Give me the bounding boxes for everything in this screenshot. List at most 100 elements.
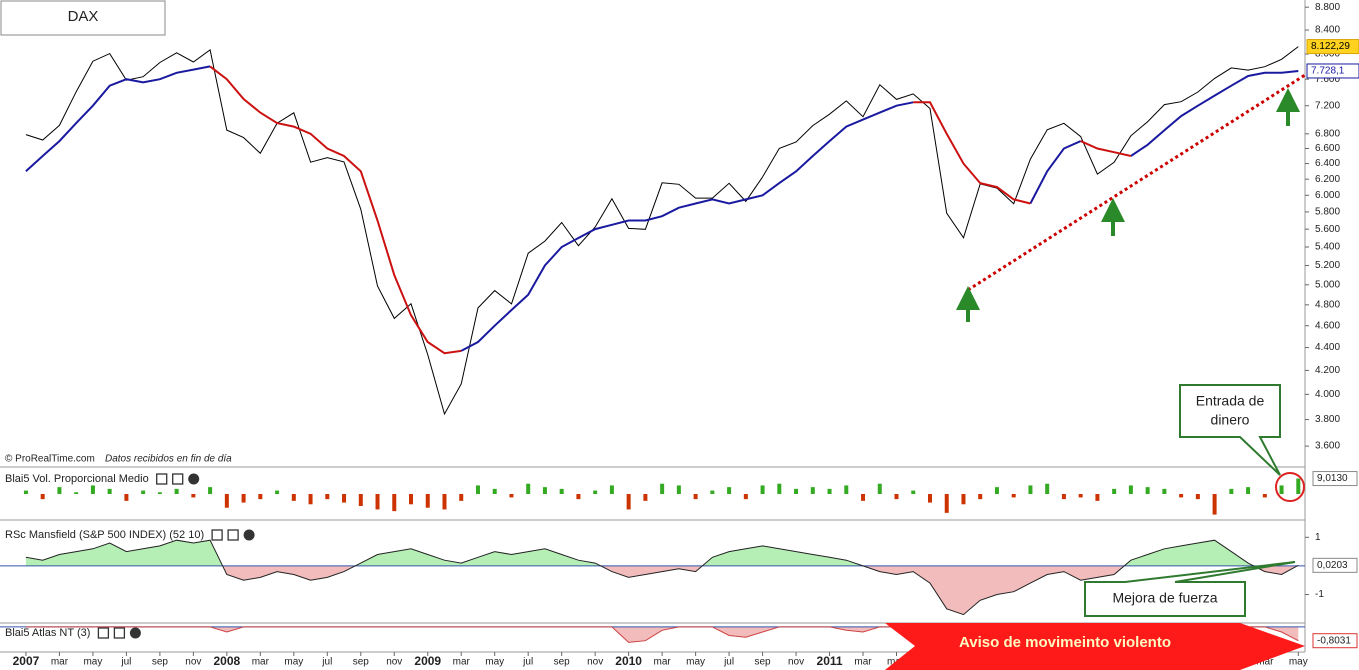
x-tick-label: jul [522, 657, 533, 668]
bar [291, 494, 296, 501]
panel-title: Blai5 Vol. Proporcional Medio [5, 473, 149, 485]
y-tick-label: 3.600 [1315, 441, 1340, 452]
bar [844, 485, 849, 494]
bar [392, 494, 397, 512]
icon-window [172, 473, 184, 485]
x-tick-label: sep [755, 657, 772, 668]
panel-title: Blai5 Atlas NT (3) [5, 627, 90, 639]
bar [241, 494, 246, 503]
x-tick-label: 2010 [615, 654, 642, 668]
bar [475, 485, 480, 494]
title-box [0, 0, 166, 36]
y-tick-label: 6.200 [1315, 174, 1340, 185]
y-tick-label: 5.000 [1315, 279, 1340, 290]
bar [542, 487, 547, 494]
x-tick-label: mar [654, 657, 672, 668]
bar [693, 494, 698, 500]
y-tick-label: 8.400 [1315, 25, 1340, 36]
y-tick-label: 4.400 [1315, 342, 1340, 353]
last-value-box [1312, 633, 1358, 649]
bar [1061, 494, 1066, 500]
bar [509, 494, 514, 498]
y-tick-label: 4.000 [1315, 389, 1340, 400]
x-tick-label: may [485, 657, 504, 668]
source: © ProRealTime.com [5, 454, 95, 465]
panel-title: RSc Mansfield (S&P 500 INDEX) (52 10) [5, 529, 204, 541]
bar [425, 494, 430, 508]
bar [74, 492, 79, 494]
y-tick-label: 5.200 [1315, 260, 1340, 271]
y-tick-label: 5.600 [1315, 224, 1340, 235]
y-tick-label: 4.200 [1315, 365, 1340, 376]
area-negative [25, 565, 1299, 615]
bar [275, 490, 280, 494]
bar [124, 494, 129, 501]
y-tick-label: 6.800 [1315, 128, 1340, 139]
x-tick-label: jul [723, 657, 734, 668]
icon-wrench [211, 529, 223, 541]
x-tick-label: 2009 [414, 654, 441, 668]
bar [676, 485, 681, 494]
last-value-box [1312, 557, 1358, 573]
bar [794, 488, 799, 494]
x-tick-label: 2007 [13, 654, 40, 668]
bar [492, 488, 497, 494]
last-value-box [1306, 63, 1359, 79]
x-tick-label: nov [185, 657, 201, 668]
price-line [25, 46, 1299, 416]
bar [1028, 485, 1033, 494]
y-tick-label: 4.800 [1315, 299, 1340, 310]
icon-close [243, 529, 255, 541]
x-tick-label: mar [453, 657, 471, 668]
bar [1229, 488, 1234, 494]
icon-window [227, 529, 239, 541]
bar [743, 494, 748, 500]
bar [459, 494, 464, 501]
x-tick-label: may [686, 657, 705, 668]
callout [1179, 384, 1281, 476]
last-value-label: 8.122,29 [1311, 41, 1350, 52]
y-tick-label: 8.800 [1315, 2, 1340, 13]
icon-wrench [97, 627, 110, 639]
bar [877, 483, 882, 494]
bar [258, 494, 263, 500]
bar [1162, 488, 1167, 494]
x-tick-label: mar [1256, 657, 1274, 668]
bar [710, 490, 715, 494]
x-tick-label: sep [152, 657, 169, 668]
bar [157, 492, 162, 494]
icon-close [188, 473, 200, 485]
bar [1128, 485, 1133, 494]
y-tick-label: 5.400 [1315, 242, 1340, 253]
x-tick-label: mar [854, 657, 872, 668]
warning-text: Aviso de movimeinto violento [959, 634, 1171, 651]
bar [810, 487, 815, 494]
bar [1195, 494, 1200, 500]
last-value-box [1312, 471, 1358, 487]
bar [442, 494, 447, 510]
area-positive [25, 540, 1299, 566]
y-tick-label: 7.200 [1315, 100, 1340, 111]
bar [777, 483, 782, 494]
bar [1145, 487, 1150, 494]
bar [208, 487, 213, 494]
bar [526, 483, 531, 494]
x-tick-label: 2008 [213, 654, 240, 668]
last-value-label: 0,0203 [1317, 560, 1348, 571]
x-tick-label: nov [386, 657, 402, 668]
y-tick-label: 8.000 [1315, 49, 1340, 60]
bar [727, 487, 732, 494]
x-tick-label: mar [252, 657, 270, 668]
bar [911, 490, 916, 494]
y-tick-label: 3.800 [1315, 414, 1340, 425]
moving-average [25, 65, 1299, 352]
bar [1112, 488, 1117, 494]
last-value-label: 9,0130 [1317, 473, 1348, 484]
last-value-label: -0,8031 [1317, 635, 1351, 646]
callout-text: Entrada de [1196, 393, 1265, 409]
bar [961, 494, 966, 505]
bar [609, 485, 614, 494]
bar [944, 494, 949, 513]
